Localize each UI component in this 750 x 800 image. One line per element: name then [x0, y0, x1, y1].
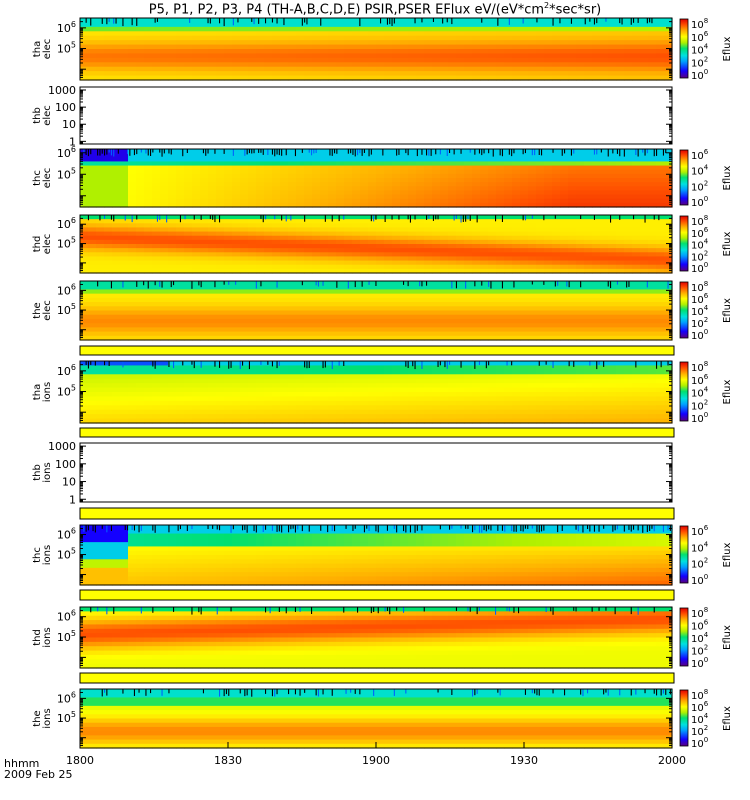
colorbar	[679, 149, 689, 206]
plot-title: P5, P1, P2, P3, P4 (TH-A,B,C,D,E) PSIR,P…	[148, 1, 602, 18]
y-tick-label: 10	[62, 118, 76, 131]
colorbar-tick-label: 100	[691, 573, 708, 587]
panel-ylabel: thcelec	[32, 168, 53, 189]
y-tick-label: 106	[57, 145, 76, 160]
mode-bar	[79, 589, 675, 601]
y-tick-label: 105	[57, 710, 76, 725]
colorbar-tick-label: 102	[691, 557, 708, 571]
colorbar-tick-label: 104	[691, 164, 709, 178]
y-tick-label: 106	[57, 609, 76, 624]
colorbar	[679, 689, 689, 747]
colorbar	[679, 525, 689, 584]
colorbar-label: Eflux	[722, 706, 733, 731]
panel-ylabel: thbions	[32, 462, 53, 482]
mode-bar	[79, 345, 675, 356]
time-tick-label: 1830	[214, 754, 242, 767]
y-tick-label: 1000	[48, 440, 76, 453]
time-axis: 1800 1830 1900 1930 2000	[66, 742, 686, 767]
colorbar-tick-label: 106	[691, 524, 709, 538]
colorbar-tick-label: 100	[691, 736, 708, 750]
y-tick-label: 106	[57, 20, 76, 35]
panel-ylabel: thdelec	[32, 234, 53, 255]
mode-bar	[79, 427, 675, 438]
y-tick-label: 105	[57, 302, 76, 317]
panel-ylabel: thaions	[32, 382, 53, 402]
y-tick-label: 1000	[48, 84, 76, 97]
y-tick-label: 106	[57, 527, 76, 542]
panel-ylabel: theelec	[32, 300, 53, 321]
date-label: 2009 Feb 25	[4, 768, 73, 781]
y-tick-label: 100	[55, 458, 76, 471]
y-tick-label: 100	[55, 101, 76, 114]
colorbar-label: Eflux	[722, 542, 733, 567]
colorbar	[679, 607, 689, 667]
y-tick-label: 105	[57, 384, 76, 399]
time-tick-label: 2000	[658, 754, 686, 767]
y-tick-label: 105	[57, 547, 76, 562]
y-tick-label: 105	[57, 236, 76, 251]
panel-ylabel: thaelec	[32, 39, 53, 60]
colorbar-tick-label: 100	[691, 656, 708, 670]
colorbar	[679, 281, 689, 339]
colorbar-tick-label: 100	[691, 328, 708, 342]
time-tick-label: 1900	[362, 754, 390, 767]
panel-ylabel: thbelec	[32, 105, 53, 126]
y-tick-label: 105	[57, 166, 76, 181]
panel-ylabel: thdions	[32, 627, 53, 647]
y-tick-label: 1	[69, 135, 76, 148]
panel-thb-ions: thbions 1000 100 10 1	[32, 440, 673, 506]
y-tick-label: 10	[62, 476, 76, 489]
y-tick-label: 106	[57, 282, 76, 297]
y-tick-label: 106	[57, 363, 76, 378]
colorbar	[679, 18, 689, 79]
y-tick-label: 105	[57, 629, 76, 644]
colorbar-tick-label: 100	[691, 195, 708, 209]
colorbar-label: Eflux	[722, 298, 733, 323]
colorbar-label: Eflux	[722, 36, 733, 61]
colorbar-tick-label: 100	[691, 68, 708, 82]
mode-bar	[79, 507, 675, 520]
y-tick-label: 105	[57, 41, 76, 56]
colorbar-label: Eflux	[722, 625, 733, 650]
mode-bar	[79, 672, 675, 684]
time-tick-label: 1930	[510, 754, 538, 767]
colorbar-label: Eflux	[722, 165, 733, 190]
colorbar-tick-label: 106	[691, 148, 709, 162]
panel-ylabel: theions	[32, 708, 53, 728]
time-tick-label: 1800	[66, 754, 94, 767]
y-tick-label: 106	[57, 690, 76, 705]
colorbar-tick-label: 102	[691, 179, 708, 193]
colorbar-tick-label: 104	[691, 540, 709, 554]
time-axis-label: hhmm	[4, 757, 40, 770]
colorbar	[679, 215, 689, 272]
colorbar-label: Eflux	[722, 231, 733, 256]
panel-thc-ions: thcions 106 105 106 104 102 100 Eflux	[32, 524, 733, 587]
panel-thb-elec: thbelec 1000 100 10 1	[32, 84, 673, 148]
colorbar-tick-label: 100	[691, 411, 708, 425]
y-tick-label: 1	[69, 493, 76, 506]
colorbar	[679, 361, 689, 422]
colorbar-tick-label: 100	[691, 261, 708, 275]
colorbar-label: Eflux	[722, 379, 733, 404]
y-tick-label: 106	[57, 216, 76, 231]
panel-ylabel: thcions	[32, 545, 53, 565]
